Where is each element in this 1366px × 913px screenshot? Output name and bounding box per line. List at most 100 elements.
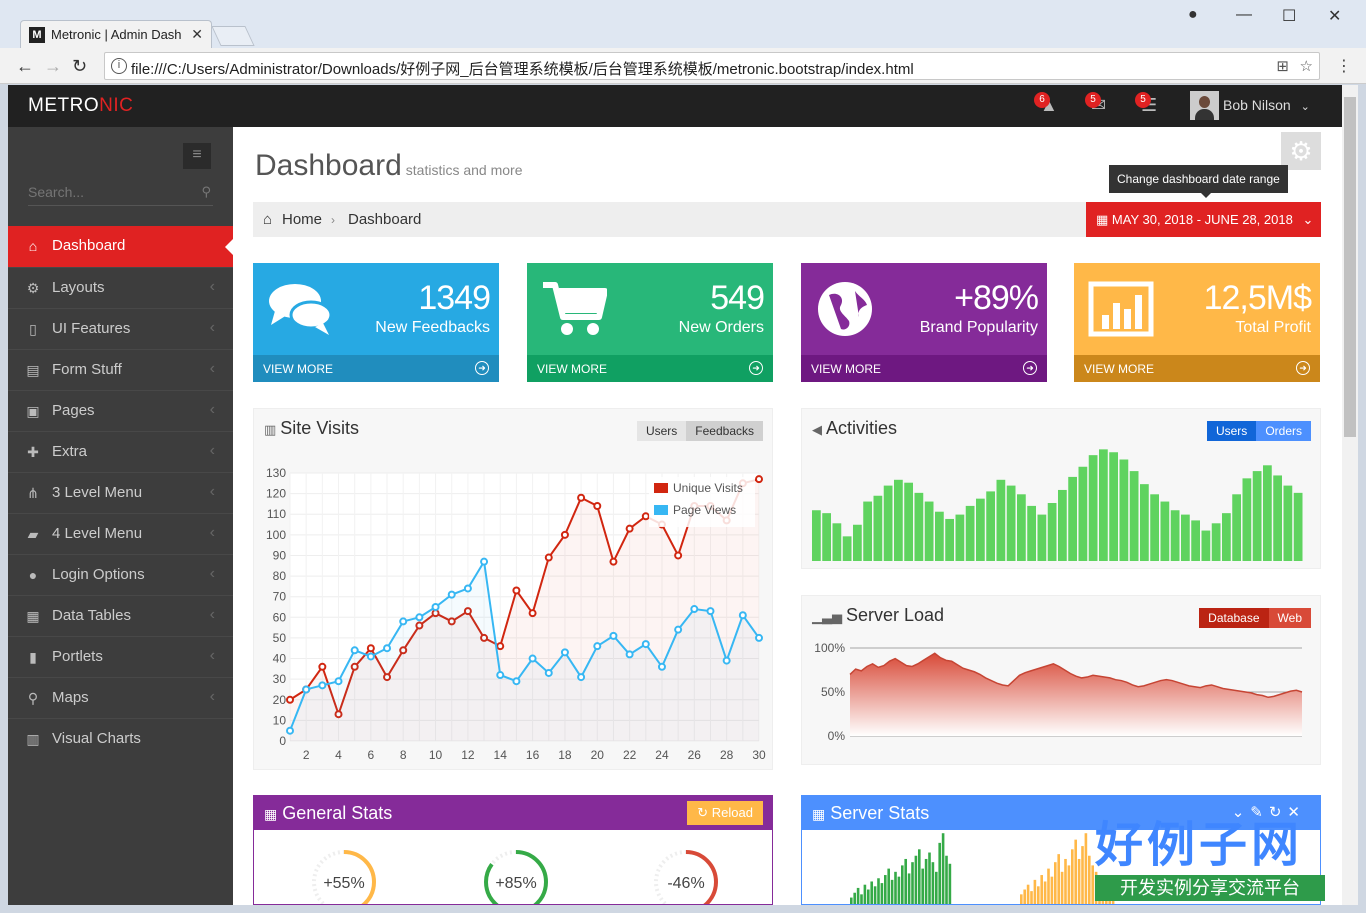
url-field[interactable]: i file:///C:/Users/Administrator/Downloa… <box>104 52 1320 80</box>
remove-icon[interactable]: ✕ <box>1287 804 1306 821</box>
data-point[interactable] <box>480 557 489 566</box>
data-point[interactable] <box>286 695 294 704</box>
data-point[interactable] <box>625 524 634 533</box>
sidebar-item-data-tables[interactable]: ▦ Data Tables ‹ <box>8 595 233 636</box>
sidebar-item-4-level-menu[interactable]: ▰ 4 Level Menu ‹ <box>8 513 233 554</box>
data-point[interactable] <box>383 673 392 682</box>
data-point[interactable] <box>706 607 715 616</box>
date-range-button[interactable]: ▦ MAY 30, 2018 - JUNE 28, 2018 ⌄ <box>1086 202 1321 237</box>
users-toggle-button[interactable]: Users <box>636 421 687 441</box>
data-point[interactable] <box>366 652 375 661</box>
close-tab-icon[interactable]: ✕ <box>191 26 203 42</box>
data-point[interactable] <box>528 609 537 618</box>
data-point[interactable] <box>512 586 521 595</box>
data-point[interactable] <box>302 685 311 694</box>
collapse-icon[interactable]: ⌄ <box>1231 804 1251 821</box>
info-icon[interactable]: i <box>111 58 127 74</box>
data-point[interactable] <box>463 607 472 616</box>
sidebar-item-visual-charts[interactable]: ▥ Visual Charts <box>8 718 233 759</box>
data-point[interactable] <box>674 551 683 560</box>
back-icon[interactable]: ← <box>16 56 34 76</box>
data-point[interactable] <box>350 662 359 671</box>
data-point[interactable] <box>690 605 699 614</box>
data-point[interactable] <box>641 512 650 521</box>
data-point[interactable] <box>560 530 569 539</box>
data-point[interactable] <box>722 656 731 665</box>
view-more-link[interactable]: VIEW MORE ➜ <box>1074 355 1320 382</box>
data-point[interactable] <box>577 673 586 682</box>
data-point[interactable] <box>496 671 505 680</box>
reload-button[interactable]: ↻ Reload <box>687 801 763 825</box>
inbox-icon[interactable]: ✉5 <box>1085 92 1113 117</box>
data-point[interactable] <box>528 654 537 663</box>
view-more-link[interactable]: VIEW MORE ➜ <box>801 355 1047 382</box>
data-point[interactable] <box>463 584 472 593</box>
feedbacks-toggle-button[interactable]: Feedbacks <box>686 421 763 441</box>
forward-icon[interactable]: → <box>44 56 62 76</box>
search-icon[interactable]: ⚲ <box>201 184 211 199</box>
sidebar-item-form-stuff[interactable]: ▤ Form Stuff ‹ <box>8 349 233 390</box>
data-point[interactable] <box>399 617 408 626</box>
data-point[interactable] <box>544 668 553 677</box>
theme-settings-gear-icon[interactable]: ⚙ <box>1281 132 1321 170</box>
data-point[interactable] <box>738 611 747 620</box>
translate-icon[interactable]: ⊞ <box>1276 58 1289 75</box>
data-point[interactable] <box>496 642 505 651</box>
data-point[interactable] <box>399 646 408 655</box>
search-input[interactable] <box>28 184 188 200</box>
sidebar-item-ui-features[interactable]: ▯ UI Features ‹ <box>8 308 233 349</box>
sidebar-item-3-level-menu[interactable]: ⋔ 3 Level Menu ‹ <box>8 472 233 513</box>
data-point[interactable] <box>593 642 602 651</box>
data-point[interactable] <box>480 633 489 642</box>
sidebar-item-layouts[interactable]: ⚙ Layouts ‹ <box>8 267 233 308</box>
minimize-icon[interactable]: — <box>1236 6 1252 23</box>
data-point[interactable] <box>755 633 763 642</box>
config-icon[interactable]: ✎ <box>1250 804 1269 821</box>
view-more-link[interactable]: VIEW MORE ➜ <box>253 355 499 382</box>
sidebar-toggle-icon[interactable]: ≡ <box>183 143 211 169</box>
data-point[interactable] <box>657 662 666 671</box>
data-point[interactable] <box>431 603 440 611</box>
scrollbar-thumb[interactable] <box>1344 97 1356 437</box>
data-point[interactable] <box>350 646 359 655</box>
data-point[interactable] <box>286 726 294 735</box>
data-point[interactable] <box>415 621 424 630</box>
page-scrollbar[interactable] <box>1342 85 1358 905</box>
sidebar-item-dashboard[interactable]: ⌂ Dashboard <box>8 226 234 267</box>
web-toggle-button[interactable]: Web <box>1268 608 1311 628</box>
data-point[interactable] <box>755 475 763 484</box>
database-toggle-button[interactable]: Database <box>1199 608 1269 628</box>
sidebar-item-portlets[interactable]: ▮ Portlets ‹ <box>8 636 233 677</box>
data-point[interactable] <box>334 710 343 719</box>
sidebar-item-login-options[interactable]: ● Login Options ‹ <box>8 554 233 595</box>
profile-icon[interactable]: ● <box>1188 6 1198 23</box>
bookmark-star-icon[interactable]: ☆ <box>1299 58 1313 75</box>
browser-menu-icon[interactable]: ⋮ <box>1336 58 1352 75</box>
data-point[interactable] <box>447 590 456 599</box>
users-toggle-button[interactable]: Users <box>1206 421 1257 441</box>
data-point[interactable] <box>609 631 618 640</box>
tasks-icon[interactable]: ☰5 <box>1135 92 1163 117</box>
data-point[interactable] <box>415 613 424 622</box>
new-tab-button[interactable] <box>211 26 255 46</box>
data-point[interactable] <box>674 625 683 634</box>
breadcrumb-home[interactable]: Home <box>282 211 323 228</box>
notifications-icon[interactable]: ▲ 6 <box>1034 92 1062 117</box>
data-point[interactable] <box>512 677 521 686</box>
data-point[interactable] <box>577 493 586 502</box>
close-window-icon[interactable]: ✕ <box>1328 8 1342 25</box>
data-point[interactable] <box>334 677 343 686</box>
data-point[interactable] <box>560 648 569 657</box>
view-more-link[interactable]: VIEW MORE ➜ <box>527 355 773 382</box>
logo[interactable]: METRONIC <box>28 95 134 116</box>
browser-tab[interactable]: M Metronic | Admin Dash ✕ <box>20 20 212 48</box>
sidebar-item-extra[interactable]: ✚ Extra ‹ <box>8 431 233 472</box>
maximize-icon[interactable]: ☐ <box>1282 8 1297 25</box>
data-point[interactable] <box>544 553 553 562</box>
data-point[interactable] <box>641 640 650 649</box>
orders-toggle-button[interactable]: Orders <box>1256 421 1311 441</box>
data-point[interactable] <box>593 501 602 510</box>
sidebar-item-pages[interactable]: ▣ Pages ‹ <box>8 390 233 431</box>
data-point[interactable] <box>447 617 456 626</box>
data-point[interactable] <box>318 662 327 671</box>
